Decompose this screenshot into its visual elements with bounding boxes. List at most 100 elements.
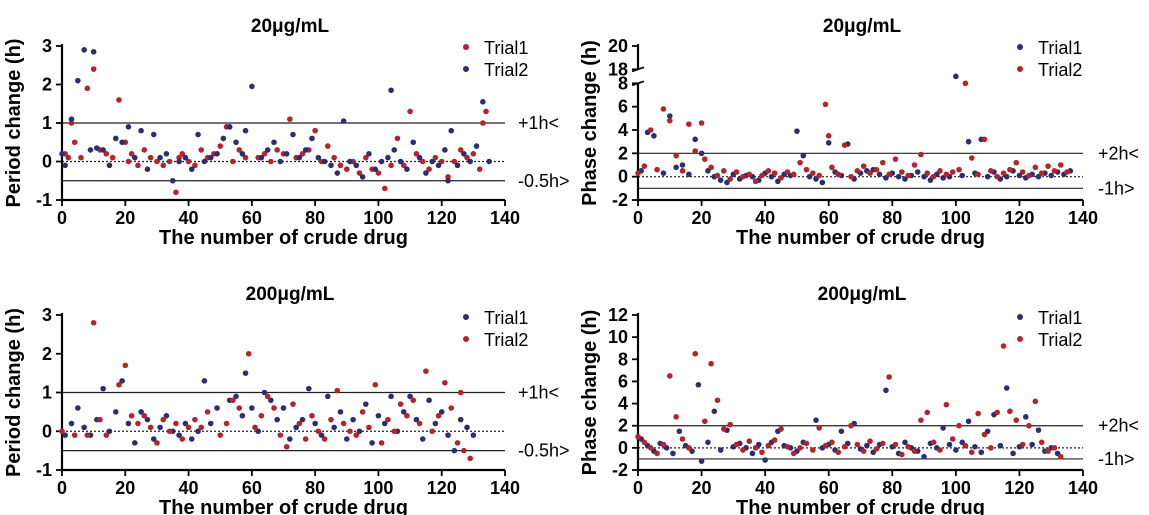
chart-panel-1: +1h<-0.5h>0 20 40 60 80 100 120 140-1012320μg/m… [3,16,570,249]
data-point [258,154,265,161]
data-point [825,140,832,146]
x-tick-label: 60 [819,208,839,228]
data-point [188,166,195,172]
data-point [404,166,410,172]
data-point [997,442,1004,449]
legend-label: Trial2 [1038,60,1082,80]
data-point [391,428,398,435]
data-point [226,124,233,130]
reference-line-label: -0.5h> [518,171,570,191]
data-point [147,424,154,431]
data-point [296,154,303,161]
data-point [1029,441,1035,448]
data-point [1045,448,1051,454]
data-point [641,163,648,169]
y-tick-label: 0 [618,438,628,458]
series-2 [635,80,1070,185]
data-point [854,168,861,174]
data-point [138,127,144,134]
x-tick-label: 20 [115,208,135,228]
data-point [239,412,246,419]
y-tick-label: -1 [36,460,52,480]
data-point [457,389,464,396]
reference-line-label: -1h> [1098,449,1135,469]
data-point [68,420,75,427]
legend-marker [463,66,469,72]
data-point [299,416,306,423]
x-tick-label: 120 [427,478,457,498]
data-point [100,385,106,392]
data-point [122,362,129,369]
data-point [419,436,426,442]
data-point [794,128,800,134]
data-point [988,445,994,451]
data-point [328,416,334,423]
data-point [182,154,189,161]
data-point [325,143,331,149]
data-point [759,449,765,456]
data-point [268,158,274,165]
data-point [918,417,924,423]
data-point [956,422,962,429]
y-tick-label: 20 [608,36,628,56]
data-point [252,424,258,431]
data-point [299,151,306,157]
data-point [293,424,299,431]
data-point [854,441,861,448]
data-point [397,401,404,407]
data-point [953,447,959,453]
data-point [698,120,705,126]
data-point [470,151,477,157]
data-point [242,154,249,161]
data-point [166,158,173,165]
reference-line-label: -0.5h> [518,441,570,461]
y-tick-label: 2 [42,344,52,364]
data-point [654,166,660,173]
data-point [978,449,985,456]
x-tick-label: 40 [179,208,199,228]
data-point [451,447,458,454]
data-point [309,412,315,419]
data-point [381,185,388,192]
data-point [154,158,160,165]
data-point [394,135,401,142]
data-point [448,127,455,134]
data-point [391,147,398,153]
data-point [141,147,148,153]
data-point [413,151,420,157]
data-point [1003,385,1010,391]
y-tick-label: 2 [618,143,628,163]
data-point [188,436,195,442]
data-point [321,436,328,442]
data-point [84,85,91,92]
data-point [442,147,448,153]
data-point [892,156,899,162]
data-point [1051,168,1058,174]
data-point [816,425,822,431]
y-axis-title: Period change (h) [3,39,25,208]
data-point [125,158,132,165]
data-point [217,143,224,149]
data-point [651,133,657,139]
data-point [195,131,201,138]
data-point [1057,162,1064,168]
x-tick-label: 80 [882,208,902,228]
data-point [179,436,186,442]
data-point [943,171,950,178]
data-point [473,143,480,149]
data-point [721,168,727,174]
x-axis-title: The number of crude drug [736,227,985,249]
data-point [328,162,334,169]
data-point [673,414,679,420]
x-tick-label: 60 [819,478,839,498]
data-point [673,164,679,171]
data-point [75,77,81,84]
y-tick-label: 0 [42,421,52,441]
series-1 [62,370,477,454]
data-point [81,47,87,53]
x-tick-label: 40 [179,478,199,498]
data-point [1007,166,1013,173]
data-point [953,73,959,80]
y-tick-label: 4 [618,120,628,140]
data-point [721,426,727,432]
